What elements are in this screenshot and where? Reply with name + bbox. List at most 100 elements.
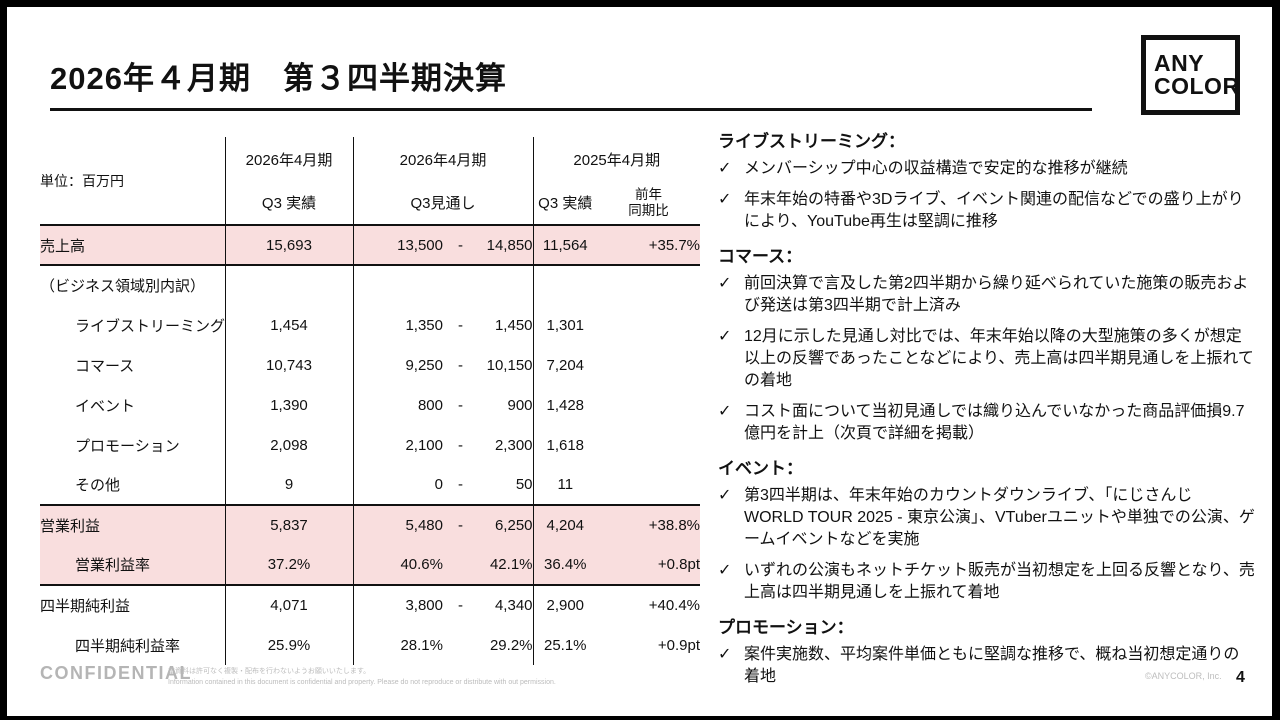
note-bullet-text: 前回決算で言及した第2四半期から繰り延べられていた施策の販売および発送は第3四半… xyxy=(744,275,1249,314)
cell-forecast-low: 9,250 xyxy=(405,356,443,374)
note-bullet: ✓ 年末年始の特番や3Dライブ、イベント関連の配信などでの盛り上がりにより、You… xyxy=(718,189,1255,233)
row-label: プロモーション xyxy=(40,425,226,465)
cell-actual: 4,071 xyxy=(225,585,354,625)
page-number: 4 xyxy=(1236,669,1245,686)
cell-yoy: +0.9pt xyxy=(657,636,701,654)
header-period-fy2026-actual: 2026年4月期 xyxy=(225,137,354,181)
note-bullet-text: 第3四半期は、年末年始のカウントダウンライブ、「にじさんじ WORLD TOUR… xyxy=(744,487,1255,548)
cell-yoy: +38.8% xyxy=(597,505,701,545)
row-label: 営業利益 xyxy=(40,505,226,545)
logo-text-bottom: COLOR xyxy=(1154,73,1240,99)
checkmark-icon: ✓ xyxy=(718,191,732,208)
table-row: 営業利益率 37.2% 40.6% 42.1% 36.4% +0.8pt xyxy=(40,545,701,586)
header-sub-yoy: 前年 同期比 xyxy=(597,181,701,226)
copyright-label: ©ANYCOLOR, Inc. xyxy=(1145,671,1222,681)
cell-yoy xyxy=(597,385,700,425)
cell-forecast-low: 28.1% xyxy=(400,636,443,654)
logo-text-top: ANY xyxy=(1154,50,1205,77)
cell-prior-year: 2,900 xyxy=(546,597,585,614)
range-dash xyxy=(443,265,478,305)
note-bullet-text: 案件実施数、平均案件単価ともに堅調な推移で、概ね当初想定通りの着地 xyxy=(744,646,1240,685)
note-bullet-text: 12月に示した見通し対比では、年末年始以降の大型施策の多くが想定以上の反響であっ… xyxy=(744,328,1254,389)
table-row: 営業利益 5,837 5,480-6,250 4,204 +38.8% xyxy=(40,505,701,545)
checkmark-icon: ✓ xyxy=(718,562,732,579)
table-row: コマース 10,743 9,250-10,150 7,204 xyxy=(40,345,700,385)
header-period-fy2025: 2025年4月期 xyxy=(573,151,661,169)
cell-forecast-high: 2,300 xyxy=(478,425,534,465)
cell-forecast-high: 50 xyxy=(478,465,534,506)
header-yoy-line1: 前年 xyxy=(635,186,663,202)
table-header: 単位：百万円 2026年4月期 2026年4月期 2025年4月期 Q3 実績 … xyxy=(40,137,701,226)
cell-actual: 25.9% xyxy=(225,625,354,665)
row-label: ライブストリーミング xyxy=(40,305,226,345)
cell-yoy xyxy=(597,465,701,506)
checkmark-icon: ✓ xyxy=(718,328,732,345)
cell-forecast-high: 10,150 xyxy=(478,345,534,385)
cell-forecast-high: 900 xyxy=(478,385,534,425)
row-label: 四半期純利益 xyxy=(40,585,226,625)
row-label: その他 xyxy=(40,465,226,506)
checkmark-icon: ✓ xyxy=(718,275,732,292)
range-dash xyxy=(443,545,478,586)
disclaimer-japanese: 本資料は許可なく複製・配布を行わないようお願いいたします。 xyxy=(168,668,371,675)
disclaimer-english: Information contained in this document i… xyxy=(168,679,556,686)
table-row: （ビジネス領域別内訳） xyxy=(40,265,700,305)
table-body: 売上高 15,693 13,500-14,850 11,564 +35.7% （ビジネス領… xyxy=(40,225,701,665)
cell-prior-year: 11,564 xyxy=(533,225,598,266)
cell-actual: 37.2% xyxy=(225,545,354,586)
cell-prior-year: 1,618 xyxy=(546,436,585,454)
cell-actual: 1,390 xyxy=(225,385,354,425)
header-sub-q3-actual: Q3 実績 xyxy=(225,181,354,226)
page-title: 2026年４月期 第３四半期決算 xyxy=(50,61,507,96)
cell-actual: 1,454 xyxy=(225,305,354,345)
note-section-heading: プロモーション： xyxy=(718,618,854,637)
table-row: イベント 1,390 800-900 1,428 xyxy=(40,385,700,425)
cell-forecast-low: 0 xyxy=(353,465,443,506)
cell-yoy: +40.4% xyxy=(648,597,701,614)
range-dash: - xyxy=(443,505,478,545)
cell-prior-year: 4,204 xyxy=(533,505,598,545)
range-dash: - xyxy=(458,396,463,414)
table-row: プロモーション 2,098 2,100-2,300 1,618 xyxy=(40,425,700,465)
cell-actual: 10,743 xyxy=(225,345,354,385)
cell-yoy xyxy=(597,425,700,465)
header-sub-q3-forecast: Q3見通し xyxy=(353,181,534,226)
note-section-heading: コマース： xyxy=(718,247,803,266)
cell-prior-year: 1,301 xyxy=(546,316,585,334)
note-bullet: ✓ 12月に示した見通し対比では、年末年始以降の大型施策の多くが想定以上の反響であ… xyxy=(718,326,1255,392)
range-dash: - xyxy=(458,316,463,334)
cell-forecast-low: 5,480 xyxy=(353,505,443,545)
header-sub-prior-q3-actual: Q3 実績 xyxy=(533,181,598,226)
unit-label: 単位：百万円 xyxy=(40,137,226,226)
note-bullet: ✓ 案件実施数、平均案件単価ともに堅調な推移で、概ね当初想定通りの着地 xyxy=(718,644,1255,688)
cell-forecast-low: 3,800 xyxy=(405,597,443,614)
cell-yoy: +0.8pt xyxy=(597,545,701,586)
cell-yoy xyxy=(597,345,700,385)
range-dash: - xyxy=(458,356,463,374)
anycolor-logo: ANY COLOR xyxy=(1141,35,1240,115)
notes-panel: ライブストリーミング： ✓ メンバーシップ中心の収益構造で安定的な推移が継続 ✓ 年末年… xyxy=(718,127,1255,697)
note-bullet: ✓ 第3四半期は、年末年始のカウントダウンライブ、「にじさんじ WORLD TOU… xyxy=(718,485,1255,551)
table-row: その他 9 0-50 11 xyxy=(40,465,701,506)
range-dash: - xyxy=(443,225,478,266)
cell-forecast-low: 13,500 xyxy=(353,225,443,266)
cell-forecast-low xyxy=(353,265,443,305)
note-bullet-text: コスト面について当初見通しでは織り込んでいなかった商品評価損9.7億円を計上（次… xyxy=(744,403,1245,442)
checkmark-icon: ✓ xyxy=(718,487,732,504)
cell-actual: 9 xyxy=(225,465,354,506)
cell-forecast-high: 14,850 xyxy=(478,225,534,266)
range-dash: - xyxy=(458,436,463,454)
confidential-label: CONFIDENTIAL xyxy=(40,663,192,683)
note-bullet-text: メンバーシップ中心の収益構造で安定的な推移が継続 xyxy=(744,160,1128,177)
cell-actual: 5,837 xyxy=(225,505,354,545)
title-underline xyxy=(50,108,1092,111)
cell-forecast-high: 1,450 xyxy=(478,305,534,345)
header-yoy-line2: 同期比 xyxy=(628,202,669,218)
cell-forecast-low: 40.6% xyxy=(353,545,443,586)
financial-results-table: 単位：百万円 2026年4月期 2026年4月期 2025年4月期 Q3 実績 … xyxy=(40,137,701,665)
cell-actual: 15,693 xyxy=(225,225,354,266)
note-bullet-text: いずれの公演もネットチケット販売が当初想定を上回る反響となり、売上高は四半期見通… xyxy=(744,562,1255,601)
note-bullet-text: 年末年始の特番や3Dライブ、イベント関連の配信などでの盛り上がりにより、YouT… xyxy=(744,191,1244,230)
note-section-heading: ライブストリーミング： xyxy=(718,132,905,151)
